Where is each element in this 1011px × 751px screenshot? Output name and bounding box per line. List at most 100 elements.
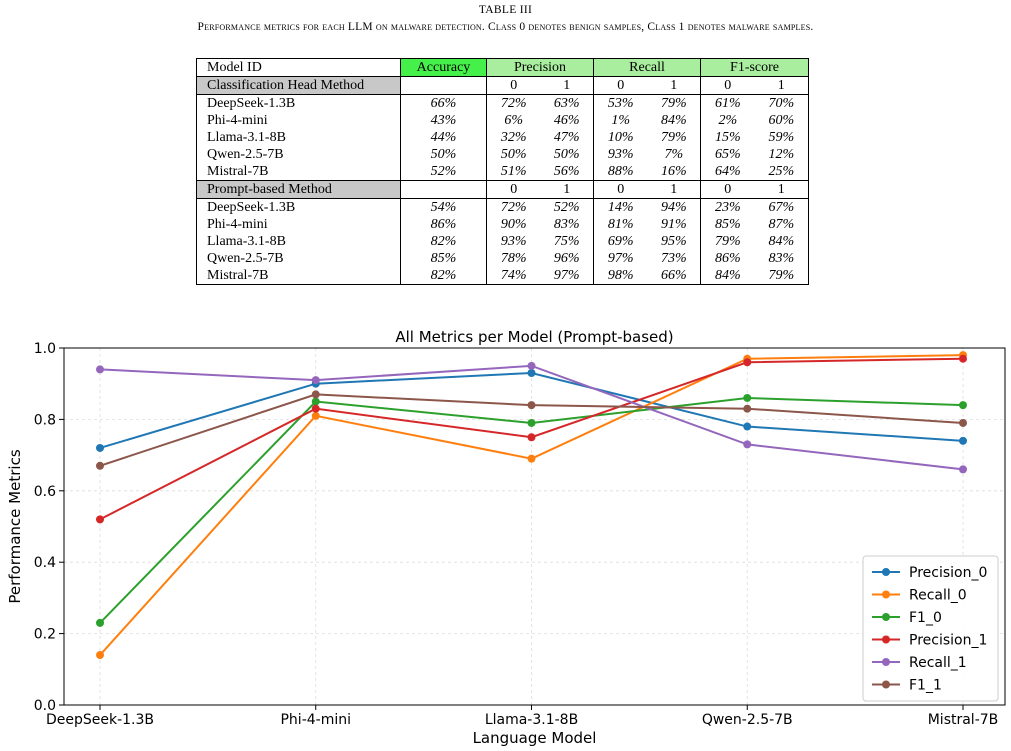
recall-1-value: 79%: [647, 129, 702, 146]
legend-label: Recall_0: [909, 588, 967, 604]
data-point-recall_1: [311, 376, 320, 385]
model-name: Mistral-7B: [196, 163, 401, 181]
table-row: Qwen-2.5-7B 85% 78% 96% 97% 73% 86% 83%: [196, 250, 810, 267]
model-name: DeepSeek-1.3B: [196, 198, 401, 216]
f1-1-value: 59%: [754, 129, 810, 146]
class-label: 1: [754, 76, 810, 95]
precision-1-value: 63%: [540, 94, 595, 112]
accuracy-value: 85%: [400, 250, 487, 267]
table-row: DeepSeek-1.3B 54% 72% 52% 14% 94% 23% 67%: [196, 198, 810, 216]
model-name: Mistral-7B: [196, 267, 401, 285]
recall-1-value: 79%: [647, 94, 702, 112]
chart-title: All Metrics per Model (Prompt-based): [395, 328, 673, 346]
recall-1-value: 66%: [647, 267, 702, 285]
precision-1-value: 50%: [540, 146, 595, 163]
legend-swatch-marker: [882, 613, 890, 621]
data-point-precision_0: [527, 368, 536, 377]
data-point-precision_0: [96, 443, 104, 452]
data-point-precision_1: [959, 354, 967, 363]
f1-1-value: 84%: [754, 233, 810, 250]
class-label: 1: [647, 76, 702, 95]
precision-0-value: 6%: [504, 113, 524, 128]
table-header-row: Model ID Accuracy Precision Recall F1-score: [196, 58, 810, 77]
recall-0-value: 97%: [607, 251, 634, 266]
x-tick-label: Qwen-2.5-7B: [702, 712, 793, 728]
precision-1-value: 52%: [540, 198, 595, 216]
data-point-f1_0: [311, 397, 320, 406]
precision-0-value: 51%: [486, 163, 541, 181]
data-point-f1_0: [527, 418, 536, 427]
y-tick-label: 0.0: [34, 698, 56, 714]
legend-label: Precision_1: [909, 633, 987, 649]
section-accuracy-blank: [400, 180, 487, 199]
model-name: DeepSeek-1.3B: [196, 94, 401, 112]
y-tick-label: 0.4: [34, 555, 56, 571]
precision-1-value: 75%: [540, 233, 595, 250]
legend-swatch-marker: [882, 568, 890, 576]
recall-1-value: 73%: [647, 250, 702, 267]
table-row: Phi-4-mini 43% 6% 46% 1% 84% 2% 60%: [196, 112, 810, 129]
accuracy-value: 86%: [400, 216, 487, 233]
plot-frame: [63, 347, 1006, 706]
x-tick-label: Llama-3.1-8B: [485, 712, 578, 728]
x-tick-label: Phi-4-mini: [280, 712, 351, 728]
f1-0-value: 15%: [714, 130, 741, 145]
y-tick-label: 0.2: [34, 627, 56, 643]
precision-0-value: 90%: [500, 217, 527, 232]
x-tick-label: Mistral-7B: [928, 712, 999, 728]
section-title: Classification Head Method: [196, 76, 401, 95]
x-axis-label: Language Model: [473, 729, 597, 747]
data-point-recall_0: [527, 454, 536, 463]
f1-1-value: 60%: [754, 112, 810, 129]
class-label: 1: [647, 180, 702, 199]
class-label: 1: [754, 180, 810, 199]
data-point-recall_1: [96, 365, 104, 374]
precision-1-value: 97%: [540, 267, 595, 285]
precision-0-value: 50%: [500, 147, 527, 162]
legend-box: [862, 555, 999, 702]
recall-0-value: 1%: [611, 113, 631, 128]
recall-1-value: 95%: [647, 233, 702, 250]
f1-0-value: 2%: [718, 113, 738, 128]
data-point-f1_1: [96, 461, 104, 470]
f1-1-value: 70%: [754, 94, 810, 112]
recall-0-value: 81%: [607, 217, 634, 232]
table-row: Mistral-7B 82% 74% 97% 98% 66% 84% 79%: [196, 267, 810, 285]
class-label: 0: [700, 76, 755, 95]
precision-0-value: 72%: [500, 200, 527, 215]
f1-0-value: 61%: [714, 96, 741, 111]
header-precision: Precision: [486, 58, 595, 77]
class-label: 0: [593, 76, 648, 95]
precision-0-value: 74%: [486, 267, 541, 285]
data-point-precision_1: [96, 515, 104, 524]
f1-0-value: 79%: [714, 234, 741, 249]
f1-1-value: 25%: [754, 163, 810, 181]
recall-1-value: 7%: [647, 146, 702, 163]
table-row: DeepSeek-1.3B 66% 72% 63% 53% 79% 61% 70%: [196, 94, 810, 112]
y-tick-label: 0.6: [34, 484, 56, 500]
data-point-f1_0: [959, 401, 967, 410]
f1-0-value: 84%: [700, 267, 755, 285]
class-label: 0: [700, 180, 755, 199]
table-row: Mistral-7B 52% 51% 56% 88% 16% 64% 25%: [196, 163, 810, 181]
recall-0-value: 10%: [607, 130, 634, 145]
data-point-precision_1: [311, 404, 320, 413]
y-tick-label: 1.0: [34, 341, 56, 357]
metrics-line-chart: 0.0 0.2 0.4 0.6 0.8 1.0 DeepSeek-1.3B Phi-4-min…: [6, 328, 1006, 747]
precision-1-value: 96%: [540, 250, 595, 267]
data-point-f1_1: [311, 390, 320, 399]
f1-0-value: 85%: [714, 217, 741, 232]
table-row: Phi-4-mini 86% 90% 83% 81% 91% 85% 87%: [196, 216, 810, 233]
section-header-row: Classification Head Method 0 1 0 1 0 1: [196, 76, 810, 95]
legend-label: Precision_0: [909, 565, 987, 581]
f1-1-value: 79%: [754, 267, 810, 285]
legend-swatch-marker: [882, 680, 890, 689]
f1-0-value: 86%: [714, 251, 741, 266]
class-label: 1: [540, 180, 595, 199]
data-point-recall_1: [959, 465, 967, 474]
recall-0-value: 93%: [607, 147, 634, 162]
data-point-precision_0: [743, 422, 752, 431]
recall-0-value: 69%: [607, 234, 634, 249]
section-title: Prompt-based Method: [196, 180, 401, 199]
precision-1-value: 46%: [540, 112, 595, 129]
